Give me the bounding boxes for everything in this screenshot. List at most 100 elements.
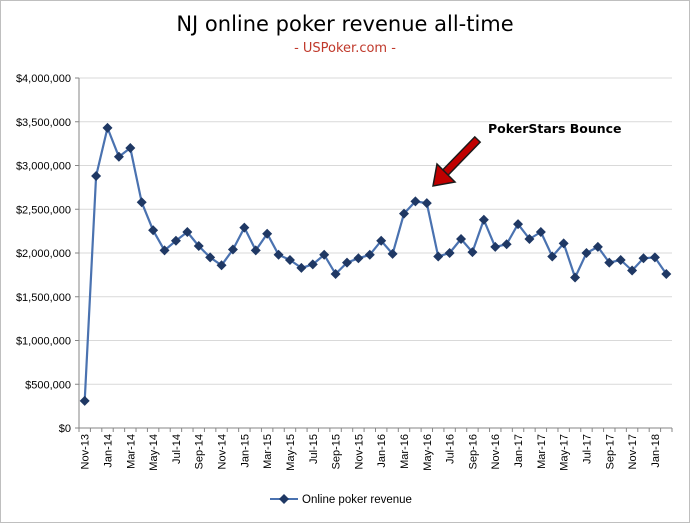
data-point xyxy=(319,249,330,260)
x-tick-label: Nov-15 xyxy=(353,434,365,469)
x-tick-label: May-15 xyxy=(285,434,297,471)
data-point xyxy=(250,245,261,256)
data-point xyxy=(341,257,352,268)
x-tick-label: Sep-17 xyxy=(604,434,616,469)
y-tick-label: $1,000,000 xyxy=(16,336,71,348)
data-point xyxy=(547,251,558,262)
data-point xyxy=(148,225,159,236)
x-tick-label: Jan-15 xyxy=(239,434,251,468)
x-tick-label: Nov-16 xyxy=(490,434,502,469)
y-tick-label: $0 xyxy=(59,423,71,435)
x-tick-label: Sep-14 xyxy=(194,434,206,469)
y-tick-label: $3,000,000 xyxy=(16,161,71,173)
x-tick-label: Mar-16 xyxy=(399,434,411,469)
data-point xyxy=(376,235,387,246)
y-tick-label: $2,500,000 xyxy=(16,204,71,216)
data-point xyxy=(387,248,398,259)
data-point xyxy=(79,395,90,406)
data-point xyxy=(638,253,649,264)
data-point xyxy=(490,241,501,252)
annotation-arrowhead xyxy=(432,162,457,187)
data-point xyxy=(558,238,569,249)
data-point xyxy=(262,228,273,239)
data-point xyxy=(478,214,489,225)
data-point xyxy=(421,198,432,209)
data-point xyxy=(524,234,535,244)
data-point xyxy=(296,262,307,273)
x-tick-label: Jan-17 xyxy=(513,434,525,468)
data-point xyxy=(136,197,147,208)
data-point xyxy=(330,269,341,279)
data-point xyxy=(159,245,170,256)
data-point xyxy=(501,239,512,250)
data-point xyxy=(444,248,455,258)
data-point xyxy=(353,253,364,264)
x-tick-label: Jan-14 xyxy=(103,434,115,468)
legend-marker xyxy=(279,494,289,504)
y-tick-label: $3,500,000 xyxy=(16,117,71,129)
x-tick-label: Sep-16 xyxy=(467,434,479,469)
legend: Online poker revenue xyxy=(270,494,412,506)
x-tick-label: May-14 xyxy=(148,434,160,471)
data-point xyxy=(307,259,318,270)
data-point xyxy=(433,251,444,262)
data-point xyxy=(205,252,216,263)
data-point xyxy=(273,249,284,260)
data-point xyxy=(615,255,626,265)
x-axis: Nov-13 Jan-14 Mar-14 May-14 Jul-14 Sep-14 Nov-… xyxy=(78,427,673,471)
data-point xyxy=(91,171,102,181)
annotation-label: PokerStars Bounce xyxy=(488,121,622,136)
data-point xyxy=(227,244,238,255)
x-tick-label: May-16 xyxy=(422,434,434,471)
data-point xyxy=(592,241,603,252)
x-tick-label: Mar-14 xyxy=(125,434,137,469)
data-point xyxy=(182,227,193,237)
data-point xyxy=(364,249,375,260)
data-point xyxy=(113,151,124,162)
x-tick-label: Jan-16 xyxy=(376,434,388,468)
data-point xyxy=(399,208,410,219)
data-point xyxy=(467,247,478,258)
data-point xyxy=(170,235,181,246)
y-axis: $0 $500,000 $1,000,000 $1,500,000 $2,000,000… xyxy=(16,73,80,435)
data-point xyxy=(627,265,638,276)
gridlines xyxy=(79,77,672,385)
data-point xyxy=(216,260,227,271)
chart-subtitle: - USPoker.com - xyxy=(294,41,396,56)
data-point xyxy=(581,248,592,258)
data-point xyxy=(649,252,660,263)
annotation: PokerStars Bounce xyxy=(432,121,622,187)
x-tick-label: Sep-15 xyxy=(331,434,343,469)
x-tick-label: Jul-15 xyxy=(308,434,320,464)
data-point xyxy=(661,269,672,279)
x-tick-label: Jul-16 xyxy=(445,434,457,464)
data-point xyxy=(239,222,250,233)
data-point xyxy=(535,227,546,237)
series-line xyxy=(83,126,668,401)
legend-label: Online poker revenue xyxy=(302,494,412,506)
data-point xyxy=(456,234,467,244)
data-point xyxy=(284,255,295,265)
x-tick-label: Jul-17 xyxy=(581,434,593,464)
data-point xyxy=(604,257,615,268)
x-tick-label: Mar-17 xyxy=(536,434,548,469)
x-tick-label: Jul-14 xyxy=(171,434,183,464)
data-point xyxy=(570,272,581,283)
x-tick-label: Nov-17 xyxy=(627,434,639,469)
x-tick-label: Nov-14 xyxy=(217,434,229,469)
series-online-poker-revenue xyxy=(79,122,672,406)
x-tick-label: May-17 xyxy=(559,434,571,471)
y-tick-label: $1,500,000 xyxy=(16,292,71,304)
data-point xyxy=(102,122,113,133)
chart-title: NJ online poker revenue all-time xyxy=(176,12,514,36)
y-tick-label: $500,000 xyxy=(25,379,71,391)
y-tick-label: $2,000,000 xyxy=(16,248,71,260)
data-point xyxy=(125,143,136,153)
x-tick-label: Jan-18 xyxy=(650,434,662,468)
x-tick-label: Nov-13 xyxy=(80,434,92,469)
y-tick-label: $4,000,000 xyxy=(16,73,71,85)
data-point xyxy=(193,241,204,251)
data-point xyxy=(410,196,421,207)
annotation-arrow-fill xyxy=(441,137,480,177)
